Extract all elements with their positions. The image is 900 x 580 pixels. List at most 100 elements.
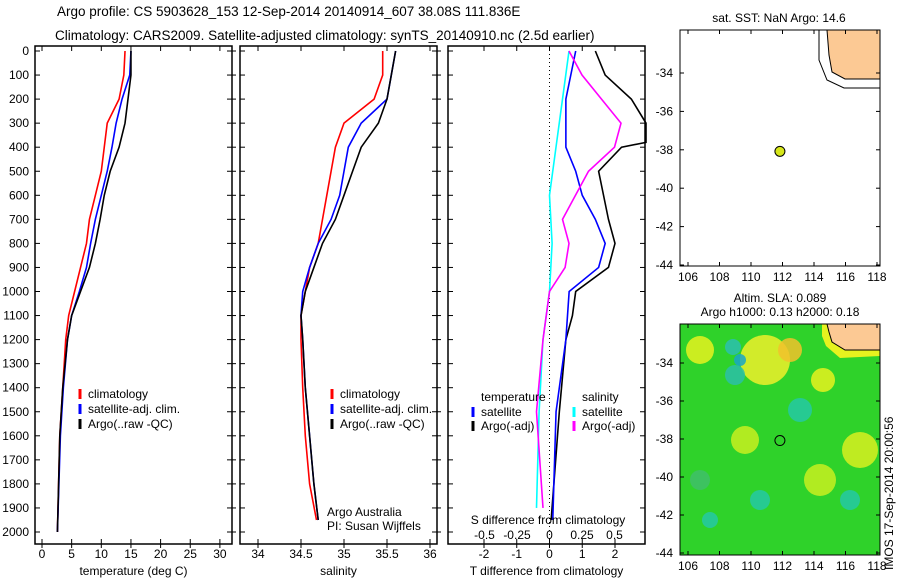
y-tick-label: 1300 <box>2 357 29 371</box>
map-lat-label: -40 <box>656 470 674 484</box>
sla-anomaly-blob <box>725 339 741 355</box>
sla-anomaly-blob <box>840 490 860 510</box>
sla-anomaly-blob <box>725 365 745 385</box>
y-tick-label: 1200 <box>2 333 29 347</box>
sla-anomaly-blob <box>811 368 835 392</box>
sla-anomaly-blob <box>702 512 718 528</box>
australia-land <box>826 29 881 80</box>
s-tick-label: -0.25 <box>503 528 531 542</box>
x-tick-label: 30 <box>213 547 227 561</box>
legend-label-satellite: satellite-adj. clim. <box>340 402 432 416</box>
sla-anomaly-blob <box>740 335 790 385</box>
y-tick-label: 1400 <box>2 381 29 395</box>
s-tick-label: 0.25 <box>570 528 594 542</box>
sla-anomaly-blob <box>690 470 710 490</box>
panel-frame-temperature <box>34 45 233 545</box>
s-tick-label: 0.5 <box>606 528 623 542</box>
y-tick-label: 300 <box>9 116 29 130</box>
x-axis-label: T difference from climatology <box>470 564 624 578</box>
line-diff-S-argo-adj <box>535 50 622 509</box>
x-tick-label: 36 <box>423 547 437 561</box>
line-temperature-climatology <box>56 50 126 533</box>
y-tick-label: 500 <box>9 164 29 178</box>
x-tick-label: 20 <box>154 547 168 561</box>
x-tick-label: 25 <box>184 547 198 561</box>
map-lon-label: 118 <box>867 270 886 284</box>
line-diff-T-satellite <box>551 50 607 520</box>
sla-map-title: Altim. SLA: 0.089 <box>734 291 827 305</box>
x-axis-label: salinity <box>320 564 357 578</box>
x-axis-label: temperature (deg C) <box>79 564 187 578</box>
map-lat-label: -44 <box>656 546 674 560</box>
y-tick-label: 1500 <box>2 405 29 419</box>
map-lat-label: -34 <box>656 66 674 80</box>
map-lat-label: -42 <box>656 220 674 234</box>
legend-label-climatology: climatology <box>340 387 400 401</box>
legend-heading-temperature: temperature <box>481 390 546 404</box>
map-lat-label: -42 <box>656 508 674 522</box>
map-lat-label: -40 <box>656 181 674 195</box>
map-lon-label: 108 <box>709 270 729 284</box>
map-lon-label: 116 <box>836 270 855 284</box>
map-lat-label: -38 <box>656 143 674 157</box>
map-lon-label: 118 <box>867 559 886 573</box>
x-tick-label: 35.5 <box>375 547 399 561</box>
y-tick-label: 1100 <box>3 309 29 323</box>
legend-label-argo: Argo(..raw -QC) <box>340 417 425 431</box>
map-lon-label: 108 <box>709 559 729 573</box>
imos-credit: IMOS 17-Sep-2014 20:00:56 <box>882 416 896 570</box>
y-tick-label: 1000 <box>2 285 29 299</box>
y-tick-label: 1600 <box>2 429 29 443</box>
legend-label-satellite: satellite-adj. clim. <box>88 402 180 416</box>
map-lon-label: 112 <box>773 270 792 284</box>
sla-anomaly-blob <box>750 490 770 510</box>
line-salinity-argo <box>300 50 397 521</box>
legend-label: satellite <box>481 405 522 419</box>
x-tick-label: 35 <box>337 547 351 561</box>
coastline-contour <box>818 30 880 89</box>
line-diff-T-argo-adj <box>550 50 647 521</box>
x-tick-label: 0 <box>546 547 553 561</box>
map-lon-label: 106 <box>678 270 698 284</box>
y-tick-label: 1800 <box>2 477 29 491</box>
title-line-1: Argo profile: CS 5903628_153 12-Sep-2014… <box>57 4 521 19</box>
s-axis-label: S difference from climatology <box>471 513 626 527</box>
panel-frame-difference <box>447 45 646 545</box>
sst-map-title: sat. SST: NaN Argo: 14.6 <box>712 11 846 25</box>
line-salinity-satellite <box>300 50 397 521</box>
map-lon-label: 110 <box>741 559 760 573</box>
x-tick-label: 2 <box>612 547 619 561</box>
x-tick-label: 34.5 <box>289 547 313 561</box>
sla-anomaly-blob <box>778 338 802 362</box>
line-temperature-argo <box>56 51 132 533</box>
y-tick-label: 1900 <box>2 501 29 515</box>
map-lon-label: 110 <box>741 270 760 284</box>
data-credit: Argo Australia <box>327 505 402 519</box>
argo-float-marker <box>774 145 786 157</box>
sla-anomaly-blob <box>842 432 878 468</box>
x-tick-label: 0 <box>39 547 46 561</box>
x-tick-label: 1 <box>579 547 586 561</box>
sla-anomaly-blob <box>734 354 746 366</box>
sla-anomaly-blob <box>804 464 836 496</box>
x-tick-label: -2 <box>479 547 490 561</box>
x-tick-label: 15 <box>124 547 138 561</box>
map-lat-label: -36 <box>656 104 674 118</box>
data-credit: PI: Susan Wijffels <box>327 519 421 533</box>
line-diff-S-satellite <box>535 50 570 508</box>
legend-label-argo: Argo(..raw -QC) <box>88 417 173 431</box>
y-tick-label: 0 <box>22 44 29 58</box>
sla-map-subtitle: Argo h1000: 0.13 h2000: 0.18 <box>701 305 860 319</box>
map-lat-label: -36 <box>656 394 674 408</box>
x-tick-label: 10 <box>95 547 109 561</box>
y-tick-label: 800 <box>9 236 29 250</box>
y-tick-label: 1700 <box>2 453 29 467</box>
legend-label: Argo(-adj) <box>481 419 534 433</box>
x-tick-label: 34 <box>251 547 265 561</box>
x-tick-label: 5 <box>68 547 75 561</box>
x-tick-label: -1 <box>511 547 522 561</box>
legend-label: Argo(-adj) <box>582 419 635 433</box>
argo-float-marker <box>774 435 786 447</box>
map-lat-label: -44 <box>656 258 674 272</box>
